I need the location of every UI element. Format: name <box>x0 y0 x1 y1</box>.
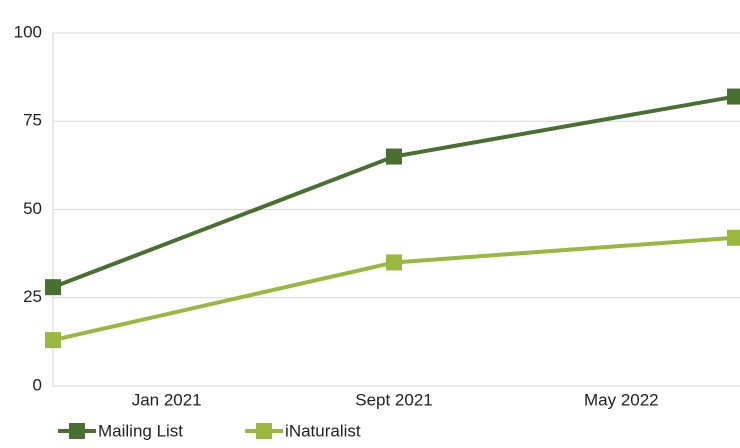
x-tick-label: Sept 2021 <box>355 390 433 409</box>
data-point <box>727 229 740 246</box>
legend-marker <box>256 423 273 439</box>
data-point <box>386 254 402 271</box>
data-point <box>727 88 740 105</box>
y-tick-label: 0 <box>33 375 42 394</box>
data-point <box>45 279 61 296</box>
x-tick-label: Jan 2021 <box>132 390 202 409</box>
legend-marker <box>69 423 85 439</box>
data-point <box>386 148 402 165</box>
data-point <box>45 332 61 349</box>
y-tick-label: 100 <box>14 22 42 41</box>
y-tick-label: 25 <box>23 287 42 306</box>
legend-label: iNaturalist <box>285 421 361 440</box>
y-tick-label: 50 <box>23 199 42 218</box>
x-tick-label: May 2022 <box>584 390 659 409</box>
series-line <box>52 235 736 343</box>
legend-label: Mailing List <box>98 421 183 440</box>
y-tick-label: 75 <box>23 111 42 130</box>
